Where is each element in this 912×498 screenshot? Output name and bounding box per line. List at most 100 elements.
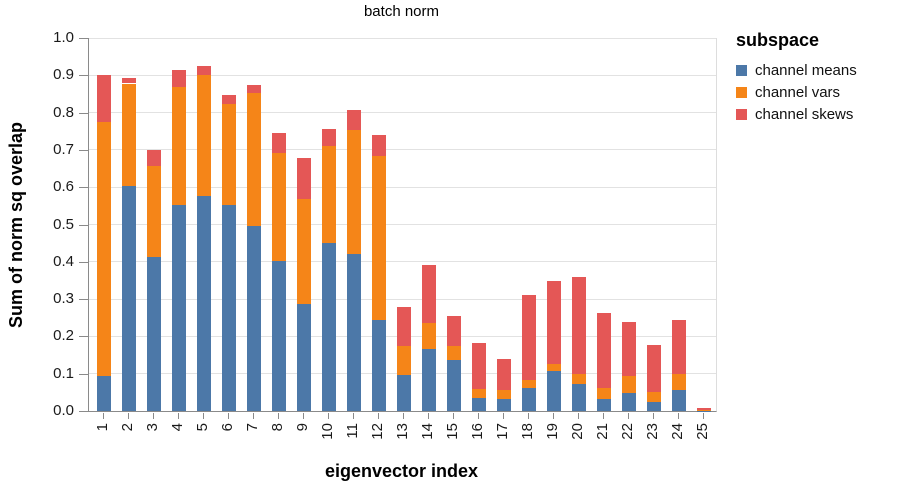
bar-segment: [647, 391, 661, 403]
x-tick-label: 17: [494, 423, 511, 440]
bar-segment: [547, 363, 561, 372]
bar-segment: [497, 358, 511, 391]
y-tick-label: 0.4: [53, 252, 74, 270]
x-axis-tick: [152, 413, 154, 419]
x-tick-label: 21: [594, 423, 611, 440]
bar-segment: [297, 158, 311, 200]
y-axis-tick: [79, 112, 88, 114]
bar-segment: [147, 256, 161, 411]
y-tick-label: 0.2: [53, 327, 74, 345]
bar-segment: [297, 303, 311, 411]
x-tick-label: 25: [694, 423, 711, 440]
x-tick-label: 23: [644, 423, 661, 440]
y-axis-tick: [79, 299, 88, 301]
bar-segment: [397, 375, 411, 411]
x-axis-tick: [302, 413, 304, 419]
y-axis-title: Sum of norm sq overlap: [6, 121, 26, 329]
bar-segment: [222, 103, 236, 205]
x-axis-tick: [502, 413, 504, 419]
bar-segment: [272, 153, 286, 261]
legend-swatch-icon: [736, 108, 747, 120]
bar-segment: [547, 371, 561, 411]
x-tick-label: 12: [369, 423, 386, 440]
bar-segment: [347, 130, 361, 255]
bar-segment: [247, 225, 261, 411]
bar-segment: [647, 402, 661, 411]
bar-segment: [122, 77, 136, 84]
bar-segment: [472, 397, 486, 411]
bar-segment: [222, 94, 236, 104]
x-tick-label: 15: [444, 423, 461, 440]
bar-segment: [397, 306, 411, 347]
x-tick-label: 18: [519, 423, 536, 440]
x-tick-label: 2: [119, 423, 136, 432]
gridline: [89, 298, 716, 300]
bar-segment: [622, 393, 636, 411]
bar-segment: [447, 360, 461, 411]
x-axis-tick: [652, 413, 654, 419]
y-tick-label: 0.9: [53, 66, 74, 84]
bar-segment: [172, 204, 186, 411]
x-axis-tick: [552, 413, 554, 419]
x-tick-label: 14: [419, 423, 436, 440]
y-tick-label: 0.7: [53, 140, 74, 158]
y-axis-tick: [79, 38, 88, 39]
x-axis-title: eigenvector index: [324, 461, 479, 481]
bar-segment: [547, 281, 561, 364]
y-tick-label: 0.5: [53, 215, 74, 233]
legend-items: channel means channel vars channel skews: [736, 61, 857, 123]
bar-segment: [372, 134, 386, 157]
bar-segment: [672, 374, 686, 391]
y-tick-label: 1.0: [53, 29, 74, 46]
x-axis-tick: [677, 413, 679, 419]
gridline: [89, 37, 716, 39]
bar-segment: [447, 346, 461, 361]
bar-segment: [247, 93, 261, 226]
bar-segment: [122, 83, 136, 187]
bar-segment: [347, 254, 361, 411]
bar-segment: [647, 344, 661, 392]
x-axis-tick: [127, 413, 129, 419]
x-axis-tick: [702, 413, 704, 419]
gridline: [89, 112, 716, 114]
x-tick-label: 22: [619, 423, 636, 440]
bar-segment: [122, 186, 136, 411]
legend-item: channel means: [736, 61, 857, 79]
bar-segment: [322, 146, 336, 243]
y-tick-label: 0.0: [53, 402, 74, 419]
bar-segment: [522, 295, 536, 381]
legend-item: channel vars: [736, 83, 857, 101]
bar-segment: [147, 165, 161, 257]
y-tick-label: 0.6: [53, 178, 74, 196]
x-tick-label: 9: [294, 423, 311, 432]
x-tick-label: 8: [269, 423, 286, 432]
bar-segment: [497, 390, 511, 399]
legend: subspace channel means channel vars channe…: [736, 30, 857, 127]
x-axis-tick: [477, 413, 479, 419]
bar-segment: [97, 121, 111, 376]
bar-segment: [172, 86, 186, 205]
x-tick-label: 5: [194, 423, 211, 432]
x-tick-label: 13: [394, 423, 411, 440]
x-tick-label: 1: [94, 423, 111, 432]
gridline: [89, 224, 716, 225]
chart-title: batch norm: [363, 3, 440, 20]
bar-segment: [372, 319, 386, 411]
x-axis-tick: [327, 413, 329, 419]
bar-segment: [672, 390, 686, 411]
y-axis-tick: [79, 75, 88, 77]
bar-segment: [572, 373, 586, 384]
gridline: [89, 186, 716, 188]
bar-segment: [197, 65, 211, 75]
y-axis-tick: [79, 261, 88, 263]
x-tick-label: 6: [219, 423, 236, 432]
x-axis-tick: [252, 413, 254, 419]
legend-title: subspace: [736, 30, 820, 50]
bar-segment: [622, 375, 636, 394]
bar-segment: [672, 319, 686, 375]
x-axis-tick: [277, 413, 279, 419]
legend-item: channel skews: [736, 105, 857, 123]
y-tick-label: 0.8: [53, 103, 74, 121]
bar-segment: [522, 380, 536, 388]
